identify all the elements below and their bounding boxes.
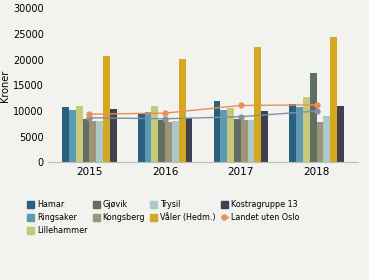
Bar xyxy=(303,97,310,162)
Legend: Hamar, Ringsaker, Lillehammer, Gjøvik, Kongsberg, Trysil, Våler (Hedm.), Kostrag: Hamar, Ringsaker, Lillehammer, Gjøvik, K… xyxy=(27,200,299,235)
Bar xyxy=(151,106,158,162)
Bar xyxy=(138,113,145,162)
Bar xyxy=(89,121,96,162)
Bar xyxy=(103,56,110,162)
Bar xyxy=(227,108,234,162)
Bar xyxy=(76,106,83,162)
Bar xyxy=(110,109,117,162)
Bar xyxy=(83,119,89,162)
Bar xyxy=(96,121,103,162)
Bar xyxy=(62,108,69,162)
Bar xyxy=(158,120,165,162)
Bar xyxy=(330,37,337,162)
Bar xyxy=(310,73,317,162)
Bar xyxy=(323,116,330,162)
Bar xyxy=(261,111,268,162)
Bar xyxy=(248,120,255,162)
Bar xyxy=(172,121,179,162)
Bar xyxy=(179,59,186,162)
Bar xyxy=(296,107,303,162)
Bar xyxy=(255,47,261,162)
Bar xyxy=(69,110,76,162)
Bar xyxy=(241,120,248,162)
Bar xyxy=(317,122,323,162)
Bar xyxy=(214,101,220,162)
Bar xyxy=(220,110,227,162)
Bar xyxy=(165,122,172,162)
Bar xyxy=(186,118,192,162)
Y-axis label: Kroner: Kroner xyxy=(0,69,10,102)
Bar xyxy=(145,112,151,162)
Bar xyxy=(234,119,241,162)
Bar xyxy=(337,106,344,162)
Bar xyxy=(289,104,296,162)
